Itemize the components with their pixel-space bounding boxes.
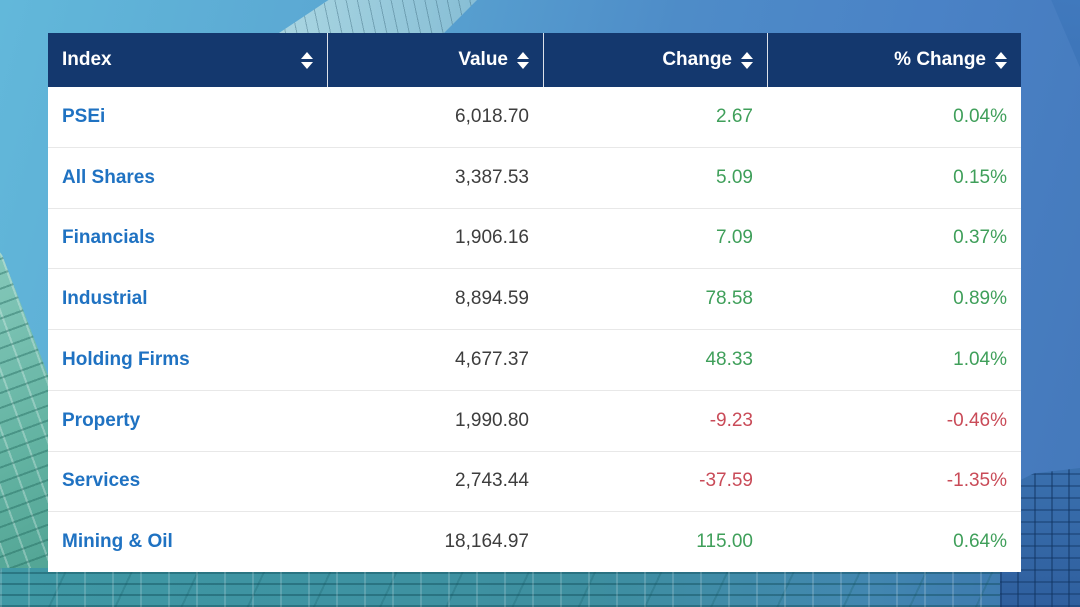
change-cell: 48.33 [705, 348, 753, 370]
pct-change-cell: 0.04% [953, 105, 1007, 127]
market-index-table: Index Value Change % Change PSEi 6,018.7… [48, 33, 1021, 572]
pct-change-cell: 1.04% [953, 348, 1007, 370]
table-row: Holding Firms 4,677.37 48.33 1.04% [48, 329, 1021, 390]
value-cell: 6,018.70 [455, 105, 529, 127]
column-header-index-label: Index [62, 49, 112, 70]
column-header-value-label: Value [458, 49, 508, 70]
column-header-change-label: Change [662, 49, 732, 70]
sort-icon[interactable] [517, 51, 529, 69]
table-row: Financials 1,906.16 7.09 0.37% [48, 207, 1021, 269]
buildings-bottom-strip [0, 568, 1080, 607]
value-cell: 1,906.16 [455, 227, 529, 249]
column-header-pct-change-label: % Change [894, 49, 986, 70]
column-header-index[interactable]: Index [48, 33, 327, 87]
index-link-all-shares[interactable]: All Shares [62, 166, 155, 188]
index-link-industrial[interactable]: Industrial [62, 288, 148, 310]
table-row: Industrial 8,894.59 78.58 0.89% [48, 268, 1021, 329]
table-row: PSEi 6,018.70 2.67 0.04% [48, 87, 1021, 147]
value-cell: 2,743.44 [455, 470, 529, 492]
index-link-holding-firms[interactable]: Holding Firms [62, 348, 190, 370]
change-cell: 2.67 [716, 105, 753, 127]
pct-change-cell: -0.46% [946, 409, 1007, 431]
value-cell: 1,990.80 [455, 409, 529, 431]
table-row: Property 1,990.80 -9.23 -0.46% [48, 389, 1021, 451]
index-link-services[interactable]: Services [62, 470, 141, 492]
pct-change-cell: 0.15% [953, 166, 1007, 188]
change-cell: 78.58 [705, 288, 753, 310]
pct-change-cell: 0.37% [953, 227, 1007, 249]
index-link-psei[interactable]: PSEi [62, 105, 106, 127]
change-cell: -37.59 [699, 470, 753, 492]
change-cell: -9.23 [709, 409, 753, 431]
pct-change-cell: 0.64% [953, 531, 1007, 553]
table-row: Services 2,743.44 -37.59 -1.35% [48, 450, 1021, 512]
sort-icon[interactable] [741, 51, 753, 69]
value-cell: 3,387.53 [455, 166, 529, 188]
change-cell: 7.09 [716, 227, 753, 249]
value-cell: 18,164.97 [444, 531, 529, 553]
table-header-row: Index Value Change % Change [48, 33, 1021, 87]
index-link-financials[interactable]: Financials [62, 227, 155, 249]
change-cell: 115.00 [696, 531, 753, 553]
table-row: Mining & Oil 18,164.97 115.00 0.64% [48, 511, 1021, 572]
change-cell: 5.09 [716, 166, 753, 188]
value-cell: 4,677.37 [455, 348, 529, 370]
table-row: All Shares 3,387.53 5.09 0.15% [48, 146, 1021, 208]
value-cell: 8,894.59 [455, 288, 529, 310]
pct-change-cell: 0.89% [953, 288, 1007, 310]
index-link-property[interactable]: Property [62, 409, 141, 431]
pct-change-cell: -1.35% [946, 470, 1007, 492]
sort-icon[interactable] [995, 51, 1007, 69]
column-header-value[interactable]: Value [327, 33, 543, 87]
column-header-pct-change[interactable]: % Change [767, 33, 1021, 87]
column-header-change[interactable]: Change [543, 33, 767, 87]
index-link-mining-oil[interactable]: Mining & Oil [62, 531, 173, 553]
sort-icon[interactable] [301, 51, 313, 69]
